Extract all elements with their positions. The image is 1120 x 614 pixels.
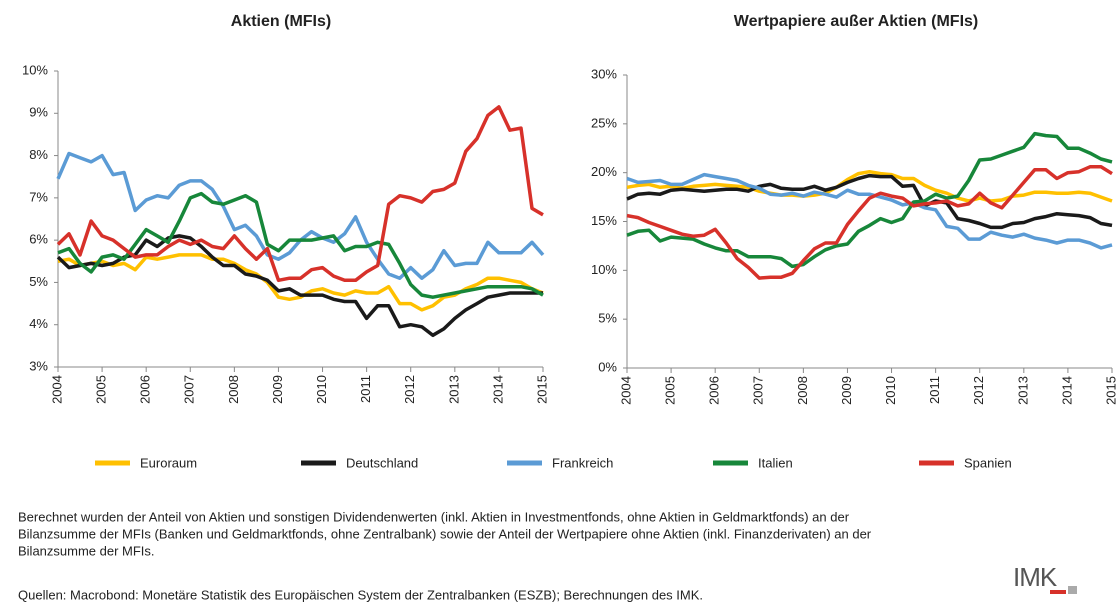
y-tick-label: 0% [598,359,617,374]
x-tick-label: 2005 [94,375,109,404]
source: Quellen: Macrobond: Monetäre Statistik d… [18,587,703,602]
x-tick-label: 2012 [402,375,417,404]
y-tick-label: 3% [29,358,48,373]
x-tick-label: 2005 [663,376,678,405]
y-tick-label: 6% [29,232,48,247]
x-tick-label: 2011 [927,376,942,404]
x-tick-label: 2006 [138,375,153,404]
series-line [626,172,1113,250]
x-tick-label: 2009 [839,376,854,405]
x-tick-label: 2015 [1103,376,1118,405]
y-tick-label: 30% [591,66,617,81]
x-tick-label: 2015 [534,375,549,404]
x-tick-label: 2010 [883,376,898,405]
series-line [57,191,544,299]
y-tick-label: 10% [22,62,48,77]
x-tick-label: 2004 [618,376,633,405]
series-line [56,151,545,280]
x-tick-label: 2013 [1015,376,1030,405]
series-line [626,131,1113,269]
note-line: Berechnet wurden der Anteil von Aktien u… [18,509,850,524]
logo-bar [1050,590,1066,594]
x-tick-label: 2004 [49,375,64,404]
y-tick-label: 4% [29,316,48,331]
x-tick-label: 2014 [490,375,505,404]
legend-label: Spanien [964,455,1012,470]
series-line [56,105,544,283]
legend-label: Italien [758,455,793,470]
series-line [626,173,1113,230]
x-tick-label: 2007 [182,375,197,404]
x-tick-label: 2009 [270,375,285,404]
series-line [626,169,1113,203]
x-tick-label: 2010 [314,375,329,404]
x-tick-label: 2012 [971,376,986,405]
y-tick-label: 5% [598,311,617,326]
logo-square [1068,586,1077,594]
x-tick-label: 2011 [358,375,373,403]
x-tick-label: 2006 [707,376,722,405]
x-tick-label: 2013 [446,375,461,404]
series-line [56,234,543,338]
note-line: Bilanzsumme der MFIs. [18,543,155,558]
y-tick-label: 7% [29,189,48,204]
x-tick-label: 2008 [226,375,241,404]
note-line: Bilanzsumme der MFIs (Banken und Geldmar… [18,526,872,541]
legend-label: Frankreich [552,455,613,470]
x-tick-label: 2014 [1059,376,1074,405]
y-tick-label: 25% [591,115,617,130]
y-tick-label: 9% [29,105,48,120]
y-tick-label: 15% [591,213,617,228]
y-tick-label: 20% [591,164,617,179]
y-tick-label: 5% [29,274,48,289]
series-line [626,165,1113,280]
logo: IMK [1013,562,1058,592]
legend-label: Euroraum [140,455,197,470]
chart-title: Wertpapiere außer Aktien (MFIs) [734,13,979,30]
y-tick-label: 8% [29,147,48,162]
y-tick-label: 10% [591,262,617,277]
x-tick-label: 2008 [795,376,810,405]
legend-label: Deutschland [346,455,418,470]
x-tick-label: 2007 [751,376,766,405]
chart-title: Aktien (MFIs) [231,13,331,30]
